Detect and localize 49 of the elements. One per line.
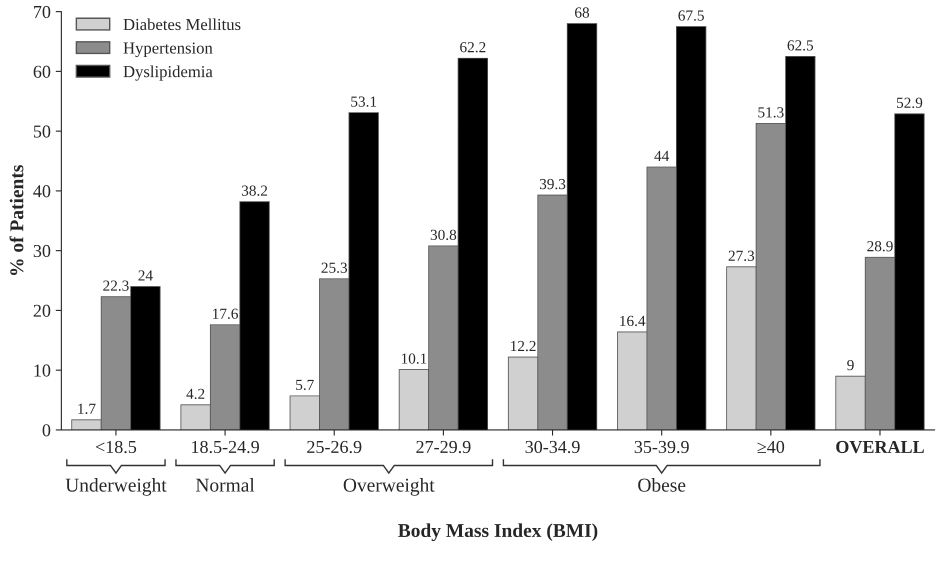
y-tick-label: 20 bbox=[34, 304, 50, 317]
x-tick-label: 18.5-24.9 bbox=[192, 440, 259, 454]
x-tick-label: OVERALL bbox=[836, 440, 924, 454]
y-tick-label: 0 bbox=[42, 424, 50, 436]
data-label: 5.7 bbox=[296, 380, 314, 390]
data-label: 39.3 bbox=[540, 178, 566, 190]
data-label: 67.5 bbox=[678, 10, 704, 21]
text: Underweight bbox=[66, 478, 167, 496]
data-label: 4.2 bbox=[186, 388, 204, 400]
y-tick-label: 10 bbox=[34, 364, 50, 377]
text: Normal bbox=[196, 478, 254, 492]
data-label: 10.1 bbox=[402, 353, 426, 364]
data-label: 1.7 bbox=[78, 404, 96, 414]
y-tick-label: 30 bbox=[34, 244, 50, 258]
x-tick-label: 30-34.9 bbox=[526, 440, 580, 454]
data-label: 24 bbox=[138, 270, 153, 280]
data-label: 28.9 bbox=[867, 241, 893, 252]
legend-label: Hypertension bbox=[124, 42, 213, 58]
x-tick-label: <18.5 bbox=[96, 440, 136, 454]
x-tick-label: ≥40 bbox=[758, 440, 784, 454]
data-label: 51.3 bbox=[758, 107, 784, 118]
data-label: 52.9 bbox=[896, 98, 922, 108]
y-tick-label: 60 bbox=[34, 66, 50, 78]
data-label: 25.3 bbox=[322, 262, 348, 273]
data-label: 62.2 bbox=[460, 42, 486, 52]
data-label: 27.3 bbox=[728, 250, 754, 261]
x-tick-label: 27-29.9 bbox=[416, 440, 470, 454]
data-label: 17.6 bbox=[213, 308, 238, 319]
data-label: 53.1 bbox=[351, 96, 376, 107]
data-label: 9 bbox=[847, 360, 854, 370]
data-label: 38.2 bbox=[242, 185, 268, 196]
data-label: 30.8 bbox=[430, 230, 456, 240]
legend-label: Diabetes Mellitus bbox=[124, 18, 240, 30]
x-tick-label: 35-39.9 bbox=[634, 440, 689, 454]
data-label: 44 bbox=[654, 150, 670, 161]
data-label: 62.5 bbox=[788, 40, 814, 51]
x-tick-label: 25-26.9 bbox=[307, 440, 362, 454]
y-tick-label: 40 bbox=[33, 185, 50, 198]
data-label: 16.4 bbox=[620, 316, 646, 326]
data-label: 12.2 bbox=[511, 340, 536, 352]
data-label: 68 bbox=[575, 7, 590, 18]
text: Overweight bbox=[344, 478, 435, 496]
text: Obese bbox=[638, 478, 686, 492]
y-axis-title: % of Patients bbox=[10, 165, 24, 275]
y-tick-label: 50 bbox=[34, 125, 50, 138]
y-tick-label: 70 bbox=[34, 6, 50, 18]
x-axis-title: Body Mass Index (BMI) bbox=[398, 523, 598, 542]
legend-label: Dyslipidemia bbox=[124, 66, 213, 81]
data-label: 22.3 bbox=[103, 280, 129, 291]
